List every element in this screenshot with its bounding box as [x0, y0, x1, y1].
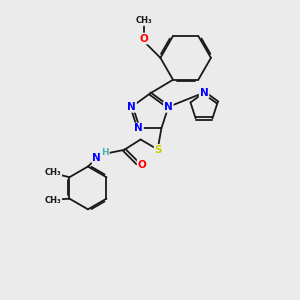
- Text: O: O: [140, 34, 148, 44]
- Text: CH₃: CH₃: [45, 196, 61, 205]
- Text: CH₃: CH₃: [136, 16, 152, 25]
- Text: N: N: [164, 102, 173, 112]
- Text: H: H: [101, 148, 109, 157]
- Text: N: N: [92, 153, 101, 163]
- Text: N: N: [134, 124, 143, 134]
- Text: CH₃: CH₃: [45, 168, 61, 177]
- Text: O: O: [138, 160, 146, 170]
- Text: S: S: [154, 145, 162, 155]
- Text: N: N: [127, 102, 136, 112]
- Text: N: N: [200, 88, 208, 98]
